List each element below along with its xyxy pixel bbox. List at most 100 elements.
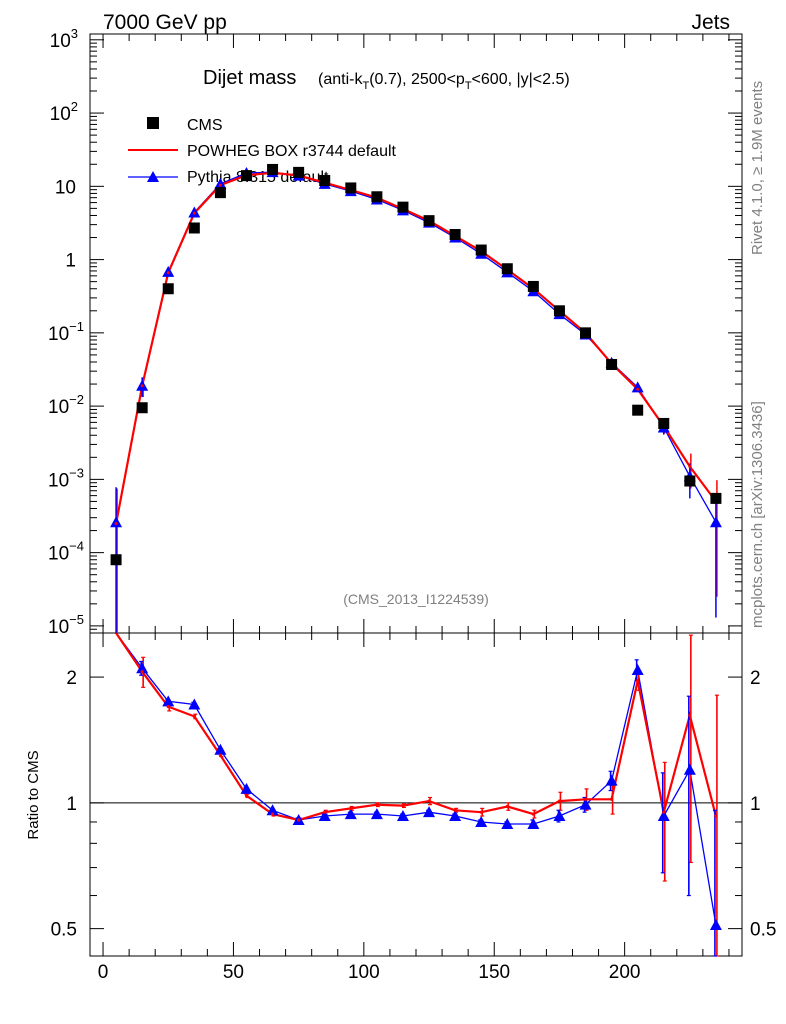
ratio-pythia-marker <box>657 810 670 822</box>
cms-marker <box>710 492 722 504</box>
cms-marker <box>110 554 122 566</box>
cms-marker <box>423 215 435 227</box>
ratio-powheg-line <box>115 632 717 822</box>
cms-marker <box>136 402 148 414</box>
ratio-powheg-marker <box>610 797 614 801</box>
powheg-marker <box>140 384 144 388</box>
main-axes: 10−5 10−4 10−3 10−2 10−1 1 10 102 103 <box>48 26 742 638</box>
ratio-powheg-marker <box>688 713 692 717</box>
ratio-pythia-marker <box>136 662 149 674</box>
legend-label-powheg: POWHEG BOX r3744 default <box>187 143 397 160</box>
main-ytick-label: 103 <box>50 26 78 52</box>
ratio-ytick-label: 1 <box>66 794 77 815</box>
ratio-ytick-label-right: 0.5 <box>750 920 776 941</box>
ratio-pythia-marker <box>162 695 175 707</box>
ratio-powheg-marker <box>192 714 196 719</box>
ratio-powheg-marker <box>140 670 144 674</box>
cms-marker <box>475 244 487 256</box>
ratio-pythia-line <box>115 632 717 926</box>
powheg-marker <box>192 211 196 215</box>
cms-marker <box>293 166 305 178</box>
ratio-axes: 0.5 0.5 1 1 2 2 0 50 100 150 200 <box>51 633 776 983</box>
ratio-pythia-marker <box>553 810 566 822</box>
ratio-pythia-marker <box>579 798 592 810</box>
ratio-pythia-marker <box>449 810 462 822</box>
cms-marker <box>580 327 592 339</box>
cms-marker <box>632 404 644 416</box>
cms-marker <box>371 191 383 203</box>
ratio-pythia-marker <box>631 663 644 675</box>
pythia-marker <box>214 177 227 189</box>
ratio-powheg-marker <box>323 810 327 814</box>
main-marks <box>110 163 722 633</box>
pythia-marker <box>709 516 722 528</box>
legend-marker-cms <box>147 117 159 129</box>
cms-marker <box>240 170 252 182</box>
plot-title: Dijet mass (anti-kT(0.7), 2500<pT<600, |… <box>203 67 570 92</box>
plot-title-main: Dijet mass <box>203 67 296 89</box>
main-ytick-label: 10−3 <box>48 465 84 491</box>
powheg-marker <box>688 464 692 468</box>
side-label-bottom: mcplots.cern.ch [arXiv:1306.3436] <box>749 401 766 628</box>
pythia-marker <box>631 381 644 393</box>
cms-marker <box>684 475 696 487</box>
powheg-marker <box>114 521 118 525</box>
ratio-pythia-marker <box>266 804 279 816</box>
main-ytick-label: 1 <box>65 251 76 272</box>
cms-marker <box>449 229 461 241</box>
analysis-tag: (CMS_2013_I1224539) <box>343 591 489 607</box>
ratio-powheg-marker <box>557 799 562 803</box>
ratio-ytick-label: 0.5 <box>51 920 77 941</box>
ratio-xtick-label: 200 <box>609 962 641 983</box>
cms-marker <box>658 417 670 429</box>
ratio-ytick-label-right: 2 <box>750 668 761 689</box>
main-ytick-label: 10−5 <box>48 612 84 638</box>
ratio-panel-frame <box>89 632 743 957</box>
cms-marker <box>188 222 200 234</box>
cms-marker <box>214 187 226 199</box>
cms-marker <box>345 182 357 194</box>
ratio-powheg-marker <box>270 812 275 816</box>
ratio-powheg-marker <box>662 810 666 814</box>
main-ytick-label: 102 <box>50 99 78 125</box>
cms-marker <box>319 175 331 187</box>
ratio-ylabel: Ratio to CMS <box>25 750 42 839</box>
main-ytick-label: 10−1 <box>48 319 84 345</box>
ratio-powheg-marker <box>479 810 483 814</box>
ratio-pythia-marker <box>605 774 618 786</box>
ratio-powheg-marker <box>583 797 588 801</box>
ratio-ytick-label-right: 1 <box>750 794 761 815</box>
ratio-pythia-marker <box>240 782 253 794</box>
cms-marker <box>527 280 539 292</box>
ratio-pythia-marker <box>683 763 696 775</box>
ratio-powheg-marker <box>166 704 170 709</box>
ratio-pythia-marker <box>396 810 409 822</box>
cms-marker <box>267 163 279 175</box>
main-ytick-label: 10−2 <box>48 392 84 418</box>
ratio-pythia-marker <box>501 818 514 830</box>
cms-marker <box>162 283 174 295</box>
ratio-pythia-marker <box>709 919 722 931</box>
cms-marker <box>397 201 409 213</box>
plot-title-sub: (anti-kT(0.7), 2500<pT<600, |y|<2.5) <box>318 71 570 92</box>
cms-marker <box>606 358 618 370</box>
ratio-pythia-marker <box>370 808 383 820</box>
header-right: Jets <box>691 11 730 34</box>
ratio-powheg-marker <box>453 808 457 812</box>
ratio-pythia-marker <box>188 698 201 710</box>
ratio-pythia-marker <box>214 743 227 755</box>
ratio-xtick-label: 150 <box>478 962 510 983</box>
cms-marker <box>553 305 565 317</box>
ratio-xtick-label: 100 <box>348 962 380 983</box>
ratio-xtick-label: 0 <box>98 962 109 983</box>
ratio-powheg-marker <box>531 812 535 816</box>
powheg-line <box>115 171 717 524</box>
ratio-pythia-marker <box>423 806 436 818</box>
powheg-marker <box>218 183 222 187</box>
header-left: 7000 GeV pp <box>103 11 227 34</box>
ratio-marks <box>115 632 722 957</box>
powheg-marker <box>636 387 640 391</box>
ratio-powheg-marker <box>218 753 222 757</box>
ratio-powheg-marker <box>427 799 431 803</box>
